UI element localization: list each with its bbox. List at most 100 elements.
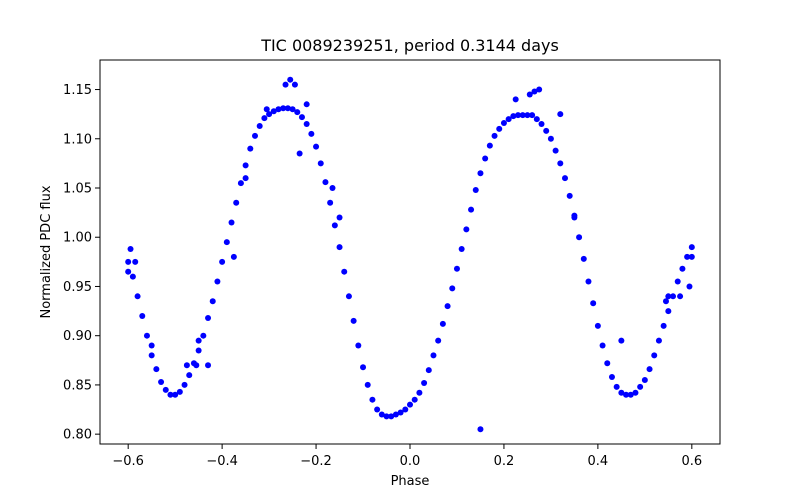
data-point bbox=[491, 132, 498, 139]
data-point bbox=[646, 366, 653, 373]
data-point bbox=[453, 265, 460, 272]
data-point bbox=[618, 337, 625, 344]
data-point bbox=[294, 109, 301, 116]
data-point bbox=[397, 409, 404, 416]
data-point bbox=[594, 322, 601, 329]
data-point bbox=[444, 303, 451, 310]
data-point bbox=[623, 391, 630, 398]
x-tick-label: 0.2 bbox=[494, 454, 515, 469]
data-point bbox=[214, 278, 221, 285]
x-tick-label: 0.4 bbox=[588, 454, 609, 469]
data-point bbox=[200, 332, 207, 339]
data-point bbox=[500, 120, 507, 127]
data-point bbox=[205, 314, 212, 321]
data-point bbox=[266, 111, 273, 118]
data-point bbox=[256, 122, 263, 129]
data-point bbox=[496, 125, 503, 132]
data-point bbox=[322, 179, 329, 186]
y-tick-label: 0.90 bbox=[63, 329, 92, 344]
data-point bbox=[651, 352, 658, 359]
data-point bbox=[369, 396, 376, 403]
y-tick-label: 1.15 bbox=[63, 83, 92, 98]
data-point bbox=[677, 293, 684, 300]
data-point bbox=[176, 388, 183, 395]
data-point bbox=[270, 108, 277, 115]
data-point bbox=[688, 244, 695, 251]
data-point bbox=[172, 391, 179, 398]
data-point bbox=[477, 426, 484, 433]
data-point bbox=[670, 293, 677, 300]
data-point bbox=[205, 362, 212, 369]
x-tick-label: 0.0 bbox=[400, 454, 421, 469]
data-point bbox=[378, 411, 385, 418]
data-point bbox=[284, 105, 291, 112]
data-point bbox=[317, 160, 324, 167]
data-point bbox=[519, 112, 526, 119]
data-point bbox=[613, 383, 620, 390]
x-axis-ticks: −0.6 −0.4 −0.2 0.0 0.2 0.4 0.6 bbox=[112, 444, 702, 469]
data-point bbox=[183, 362, 190, 369]
data-point bbox=[327, 199, 334, 206]
x-tick-label: −0.4 bbox=[206, 454, 238, 469]
data-point bbox=[289, 106, 296, 113]
data-point bbox=[543, 127, 550, 134]
data-point bbox=[143, 332, 150, 339]
data-point bbox=[411, 396, 418, 403]
data-point bbox=[195, 337, 202, 344]
data-point bbox=[275, 106, 282, 113]
chart-title: TIC 0089239251, period 0.3144 days bbox=[260, 36, 559, 55]
data-point bbox=[660, 322, 667, 329]
plot-frame bbox=[99, 59, 721, 445]
data-point bbox=[665, 308, 672, 315]
data-point bbox=[486, 142, 493, 149]
y-tick-label: 1.10 bbox=[63, 132, 92, 147]
data-point bbox=[374, 406, 381, 413]
data-point bbox=[223, 239, 230, 246]
data-point bbox=[608, 374, 615, 381]
data-point bbox=[425, 367, 432, 374]
data-point bbox=[458, 246, 465, 253]
data-point bbox=[148, 342, 155, 349]
data-point bbox=[125, 258, 132, 265]
data-point bbox=[364, 381, 371, 388]
data-point bbox=[439, 320, 446, 327]
data-point bbox=[641, 377, 648, 383]
data-point bbox=[209, 298, 216, 305]
data-point bbox=[618, 389, 625, 396]
data-points bbox=[125, 76, 695, 433]
data-point bbox=[148, 352, 155, 359]
y-tick-label: 0.80 bbox=[63, 428, 92, 443]
data-point bbox=[468, 206, 475, 213]
data-point bbox=[355, 342, 362, 349]
data-point bbox=[303, 101, 310, 108]
data-point bbox=[435, 337, 442, 344]
data-point bbox=[331, 222, 338, 229]
data-point bbox=[477, 170, 484, 177]
y-axis-ticks: 0.80 0.85 0.90 0.95 1.00 1.05 1.10 1.15 bbox=[63, 83, 100, 443]
data-point bbox=[125, 268, 132, 275]
data-point bbox=[402, 406, 409, 413]
data-point bbox=[252, 132, 258, 139]
data-point bbox=[195, 347, 202, 354]
data-point bbox=[449, 285, 456, 292]
x-axis-label: Phase bbox=[391, 474, 430, 489]
data-point bbox=[308, 130, 315, 137]
y-tick-label: 1.00 bbox=[63, 231, 92, 246]
data-point bbox=[536, 86, 543, 93]
data-point bbox=[590, 300, 597, 307]
data-point bbox=[247, 145, 254, 152]
y-axis-label: Normalized PDC flux bbox=[39, 185, 54, 318]
data-point bbox=[580, 255, 587, 262]
data-point bbox=[129, 273, 136, 280]
data-point bbox=[679, 265, 686, 272]
data-point bbox=[167, 391, 174, 398]
data-point bbox=[345, 293, 352, 300]
data-point bbox=[599, 342, 606, 349]
data-point bbox=[562, 175, 568, 182]
data-point bbox=[329, 185, 336, 191]
data-point bbox=[383, 413, 390, 420]
data-point bbox=[688, 253, 695, 260]
data-point bbox=[263, 106, 270, 113]
data-point bbox=[303, 121, 310, 127]
